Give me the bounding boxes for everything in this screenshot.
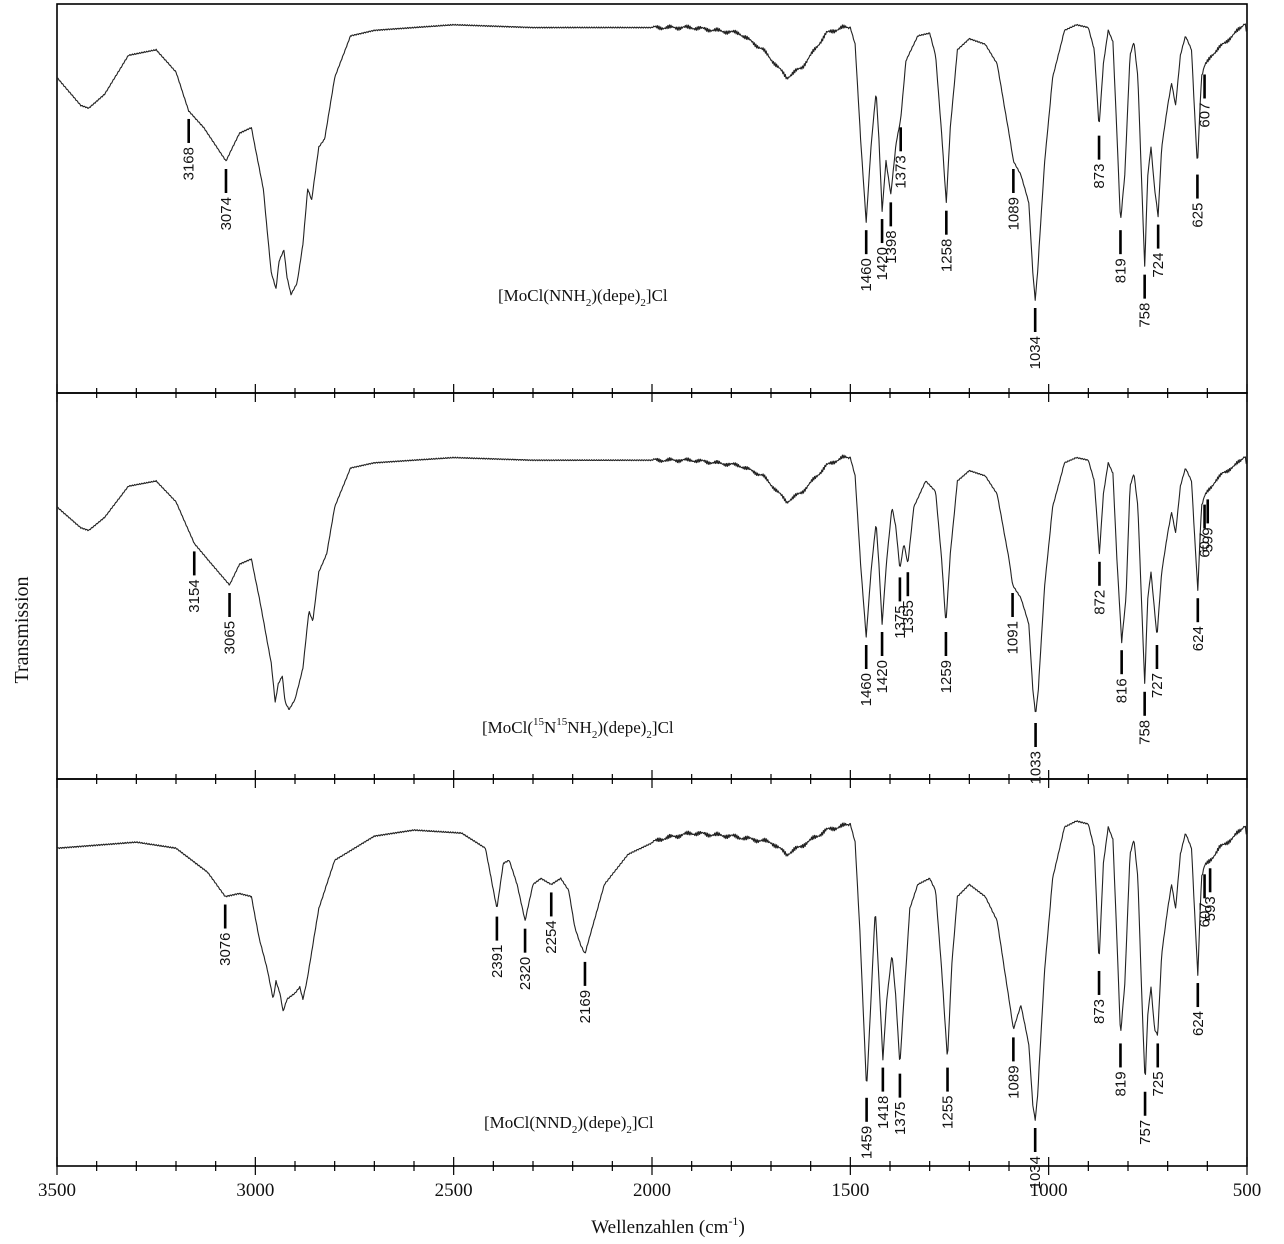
peak-label: 724: [1150, 253, 1167, 278]
peak-label: 1089: [1005, 1065, 1022, 1098]
peak-label: 1034: [1027, 336, 1044, 369]
panel-2-compound-label: [MoCl(15N15NH2)(depe)2]Cl: [482, 716, 674, 741]
panel-1-spectrum-line: [57, 23, 1248, 301]
peak-label: 1420: [874, 247, 891, 280]
peak-label: 757: [1137, 1120, 1154, 1145]
peak-label: 2391: [489, 945, 506, 978]
peak-label: 816: [1114, 678, 1131, 703]
peak-label: 1255: [940, 1096, 957, 1129]
peak-label: 819: [1112, 258, 1129, 283]
peak-label: 607: [1197, 103, 1214, 128]
x-tick-label: 3000: [236, 1180, 274, 1201]
peak-label: 758: [1137, 720, 1154, 745]
peak-label: 1460: [858, 258, 875, 291]
peak-label: 2169: [577, 990, 594, 1023]
peak-label: 625: [1189, 203, 1206, 228]
peak-label: 1460: [858, 673, 875, 706]
peak-label: 1373: [893, 155, 910, 188]
panel-3-frame: [56, 778, 1248, 1167]
peak-label: 599: [1200, 527, 1217, 552]
peak-label: 872: [1091, 590, 1108, 615]
peak-label: 758: [1137, 303, 1154, 328]
peak-label: 873: [1091, 164, 1108, 189]
peak-label: 1375: [892, 605, 909, 638]
peak-label: 1375: [892, 1102, 909, 1135]
peak-label: 607: [1197, 533, 1214, 558]
peak-label: 624: [1190, 1011, 1207, 1036]
peak-label: 819: [1113, 1071, 1130, 1096]
peak-label: 593: [1202, 896, 1219, 921]
peak-label: 1258: [938, 239, 955, 272]
peak-label: 607: [1197, 902, 1214, 927]
panel-2-spectrum-line: [56, 454, 1248, 713]
peak-label: 1398: [883, 230, 900, 263]
peak-label: 3154: [186, 579, 203, 612]
panel-3-compound-label: [MoCl(NND2)(depe)2]Cl: [484, 1113, 654, 1136]
y-axis-title: Transmission: [11, 576, 33, 683]
peak-label: 727: [1149, 673, 1166, 698]
x-tick-label: 3500: [38, 1180, 76, 1201]
peak-label: 1418: [875, 1096, 892, 1129]
peak-label: 1420: [874, 660, 891, 693]
peak-label: 1089: [1005, 197, 1022, 230]
peak-label: 2254: [543, 920, 560, 953]
peak-label: 1355: [900, 600, 917, 633]
x-tick-label: 1500: [831, 1180, 869, 1201]
x-tick-label: 500: [1233, 1180, 1262, 1201]
peak-label: 3074: [218, 197, 235, 230]
peak-label: 2320: [517, 957, 534, 990]
panel-3-spectrum-line: [56, 820, 1248, 1121]
panel-1-frame: [56, 3, 1248, 394]
peak-label: 3168: [181, 147, 198, 180]
peak-label: 1259: [938, 660, 955, 693]
x-tick-label: 2000: [633, 1180, 671, 1201]
x-axis-title: Wellenzahlen (cm-1): [591, 1214, 745, 1238]
peak-label: 1459: [859, 1126, 876, 1159]
peak-label: 873: [1091, 999, 1108, 1024]
peak-label: 3076: [217, 933, 234, 966]
x-tick-label: 1000: [1030, 1180, 1068, 1201]
peak-label: 1033: [1028, 751, 1045, 784]
peak-label: 624: [1190, 626, 1207, 651]
x-tick-label: 2500: [435, 1180, 473, 1201]
peak-label: 1034: [1027, 1156, 1044, 1189]
peak-label: 725: [1150, 1071, 1167, 1096]
peak-label: 3065: [222, 621, 239, 654]
panel-1-compound-label: [MoCl(NNH2)(depe)2]Cl: [498, 286, 668, 309]
peak-label: 1091: [1005, 621, 1022, 654]
